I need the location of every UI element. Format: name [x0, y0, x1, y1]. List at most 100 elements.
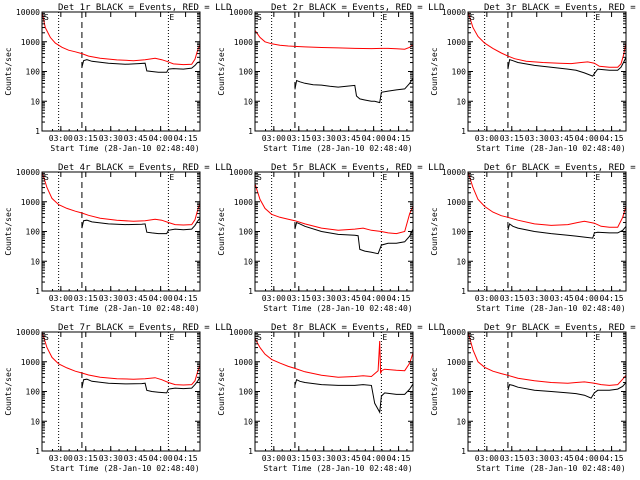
x-tick-label: 03:45 [124, 454, 148, 463]
x-tick-label: 03:00 [475, 294, 499, 303]
end-annotation: E [169, 333, 174, 342]
chart-panel: Det 1r BLACK = Events, RED = LLD S E 1 10 100… [4, 3, 231, 153]
x-tick-label: 03:45 [337, 294, 361, 303]
y-tick-label: 1 [248, 287, 253, 296]
chart-panel: Det 4r BLACK = Events, RED = LLD S E 1 10 100… [4, 163, 231, 313]
y-tick-label: 1000 [234, 198, 253, 207]
x-axis-label: Start Time (28-Jan-10 02:48:40) [476, 464, 625, 473]
x-tick-label: 03:30 [312, 294, 336, 303]
chart-panel: Det 2r BLACK = Events, RED = LLD S E 1 10 100… [217, 3, 444, 153]
y-tick-label: 1 [248, 127, 253, 136]
x-axis-label: Start Time (28-Jan-10 02:48:40) [263, 304, 412, 313]
x-tick-label: 03:30 [312, 134, 336, 143]
y-tick-label: 100 [452, 228, 467, 237]
x-tick-label: 03:45 [337, 454, 361, 463]
events-series-line [81, 377, 200, 394]
x-tick-label: 04:00 [575, 134, 599, 143]
x-tick-label: 03:15 [74, 454, 98, 463]
x-tick-label: 03:30 [99, 294, 123, 303]
x-tick-label: 03:00 [475, 454, 499, 463]
chart-title: Det 9r BLACK = Events, RED = LLD [484, 323, 640, 333]
y-tick-label: 100 [239, 228, 254, 237]
x-tick-label: 03:00 [262, 134, 286, 143]
x-tick-label: 04:15 [174, 454, 198, 463]
x-tick-label: 04:00 [149, 134, 173, 143]
lld-series-line [255, 338, 413, 378]
x-axis-label: Start Time (28-Jan-10 02:48:40) [263, 464, 412, 473]
y-tick-label: 1 [461, 447, 466, 456]
chart-panel: Det 7r BLACK = Events, RED = LLD S E 1 10 100… [4, 323, 231, 473]
x-tick-label: 03:45 [550, 134, 574, 143]
x-tick-label: 04:15 [174, 294, 198, 303]
y-tick-label: 10 [456, 417, 466, 426]
lld-series-line [42, 172, 200, 226]
x-tick-label: 04:15 [387, 134, 411, 143]
y-tick-label: 1000 [21, 198, 40, 207]
x-tick-label: 04:15 [387, 294, 411, 303]
y-axis-label: Counts/sec [4, 367, 13, 415]
y-axis-label: Counts/sec [217, 207, 226, 255]
x-tick-label: 03:45 [550, 454, 574, 463]
y-tick-label: 10 [30, 417, 40, 426]
x-tick-label: 03:00 [49, 134, 73, 143]
y-tick-label: 1 [35, 287, 40, 296]
lld-series-line [42, 12, 200, 66]
x-tick-label: 03:15 [500, 454, 524, 463]
start-annotation: S [44, 173, 49, 182]
x-tick-label: 04:00 [575, 294, 599, 303]
end-annotation: E [382, 13, 387, 22]
y-tick-label: 1 [35, 127, 40, 136]
y-tick-label: 1 [35, 447, 40, 456]
lld-series-line [468, 332, 626, 386]
chart-title: Det 1r BLACK = Events, RED = LLD [58, 3, 231, 13]
start-annotation: S [470, 173, 475, 182]
events-series-line [507, 57, 626, 77]
end-annotation: E [382, 333, 387, 342]
y-tick-label: 10 [30, 257, 40, 266]
chart-panel: Det 9r BLACK = Events, RED = LLD S E 1 10 100… [430, 323, 640, 473]
y-tick-label: 100 [26, 68, 41, 77]
y-axis-label: Counts/sec [430, 47, 439, 95]
y-tick-label: 1000 [234, 38, 253, 47]
lld-series-line [468, 172, 626, 228]
x-tick-label: 03:30 [99, 134, 123, 143]
x-tick-label: 04:00 [362, 454, 386, 463]
events-series-line [294, 378, 413, 414]
x-tick-label: 04:15 [600, 454, 624, 463]
chart-title: Det 8r BLACK = Events, RED = LLD [271, 323, 444, 333]
y-axis-label: Counts/sec [4, 47, 13, 95]
events-series-line [294, 221, 413, 255]
chart-title: Det 2r BLACK = Events, RED = LLD [271, 3, 444, 13]
y-tick-label: 10000 [229, 328, 253, 337]
y-tick-label: 1000 [447, 198, 466, 207]
y-tick-label: 1000 [234, 358, 253, 367]
events-series-line [294, 77, 413, 104]
x-tick-label: 03:30 [99, 454, 123, 463]
y-axis-label: Counts/sec [217, 367, 226, 415]
x-tick-label: 04:00 [575, 454, 599, 463]
end-annotation: E [382, 173, 387, 182]
end-annotation: E [595, 13, 600, 22]
x-tick-label: 04:00 [149, 454, 173, 463]
y-axis-label: Counts/sec [4, 207, 13, 255]
x-axis-label: Start Time (28-Jan-10 02:48:40) [50, 464, 199, 473]
y-tick-label: 10 [456, 97, 466, 106]
start-annotation: S [44, 333, 49, 342]
start-annotation: S [470, 333, 475, 342]
events-series-line [81, 217, 200, 235]
y-tick-label: 100 [26, 388, 41, 397]
x-tick-label: 04:15 [600, 294, 624, 303]
lld-series-line [255, 30, 413, 50]
y-tick-label: 10000 [442, 168, 466, 177]
chart-title: Det 6r BLACK = Events, RED = LLD [484, 163, 640, 173]
y-tick-label: 100 [239, 68, 254, 77]
x-tick-label: 04:15 [174, 134, 198, 143]
events-series-line [81, 59, 200, 73]
x-axis-label: Start Time (28-Jan-10 02:48:40) [50, 144, 199, 153]
x-tick-label: 03:45 [550, 294, 574, 303]
x-tick-label: 04:00 [362, 134, 386, 143]
x-tick-label: 03:15 [74, 294, 98, 303]
lld-series-line [468, 12, 626, 68]
x-tick-label: 03:00 [49, 454, 73, 463]
